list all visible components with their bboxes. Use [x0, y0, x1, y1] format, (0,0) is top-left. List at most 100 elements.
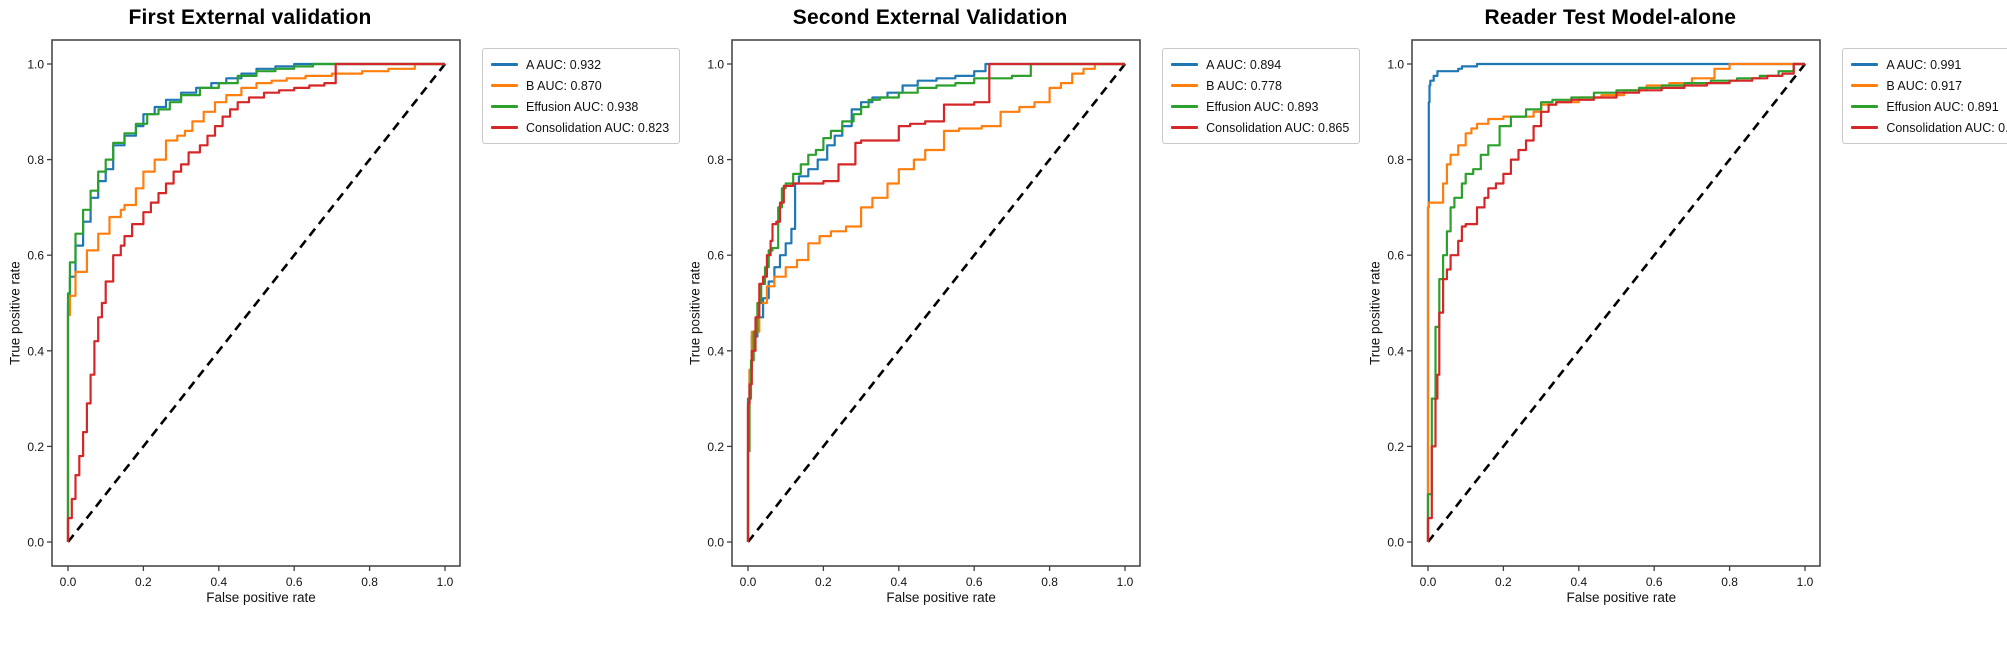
roc-panel-second-external: Second External Validation True positive…: [680, 4, 1361, 605]
legend-item: A AUC: 0.894: [1171, 54, 1349, 75]
x-tick-label: 0.4: [1571, 575, 1588, 589]
legend-line-swatch: [1171, 126, 1199, 129]
x-tick-label: 0.6: [286, 575, 303, 589]
legend-item: A AUC: 0.991: [1851, 54, 2007, 75]
legend-label: Effusion AUC: 0.938: [526, 99, 639, 114]
roc-curve-effusion: [747, 62, 1126, 542]
legend-label: A AUC: 0.932: [526, 57, 602, 72]
x-tick-label: 1.0: [437, 575, 454, 589]
legend-box: A AUC: 0.991 B AUC: 0.917 Effusion AUC: …: [1842, 48, 2007, 144]
chart-title: Second External Validation: [792, 6, 1068, 29]
roc-curve-consolidation: [66, 62, 445, 542]
x-tick-label: 0.2: [135, 575, 152, 589]
legend-label: Effusion AUC: 0.891: [1886, 99, 1999, 114]
legend-line-swatch: [1851, 105, 1879, 108]
legend-line-swatch: [1171, 105, 1199, 108]
y-tick-label: 0.6: [707, 249, 724, 263]
chart-title: Reader Test Model-alone: [1484, 6, 1737, 29]
x-tick-label: 0.4: [210, 575, 227, 589]
plot-row: True positive rate 0.0 0.2 0.4 0.6 0.8 1.0 0.0…: [686, 34, 1154, 592]
roc-curve-a: [1427, 62, 1806, 542]
legend-box: A AUC: 0.894 B AUC: 0.778 Effusion AUC: …: [1162, 48, 1361, 144]
legend-item: Effusion AUC: 0.938: [491, 96, 669, 117]
x-tick-label: 0.6: [1646, 575, 1663, 589]
legend-item: Effusion AUC: 0.891: [1851, 96, 2007, 117]
x-tick-label: 0.0: [1420, 575, 1437, 589]
x-axis-label: False positive rate: [886, 590, 996, 605]
x-tick-label: 0.6: [966, 575, 983, 589]
y-tick-label: 0.8: [707, 153, 724, 167]
axes-frame: [731, 39, 1141, 567]
y-axis-label: True positive rate: [1367, 261, 1383, 365]
legend-box: A AUC: 0.932 B AUC: 0.870 Effusion AUC: …: [482, 48, 681, 144]
legend-item: Consolidation AUC: 0.823: [491, 117, 669, 138]
y-axis-label: True positive rate: [687, 261, 703, 365]
x-tick-label: 0.2: [1495, 575, 1512, 589]
x-tick-label: 0.8: [361, 575, 378, 589]
legend-line-swatch: [1851, 63, 1879, 66]
legend-item: B AUC: 0.870: [491, 75, 669, 96]
chance-diagonal: [747, 63, 1127, 543]
x-tick-label: 1.0: [1117, 575, 1134, 589]
legend-line-swatch: [1851, 126, 1879, 129]
chart-area: Reader Test Model-alone True positive ra…: [1366, 4, 1834, 605]
roc-curve-effusion: [66, 62, 445, 542]
roc-plot: 0.0 0.2 0.4 0.6 0.8 1.0 0.0 0.2 0.4 0.6 0.8 1.0: [1388, 39, 1822, 589]
plot-row: True positive rate 0.0 0.2 0.4 0.6 0.8 1.0 0.0…: [6, 34, 474, 592]
roc-plot: 0.0 0.2 0.4 0.6 0.8 1.0 0.0 0.2 0.4 0.6 0.8 1.0: [27, 39, 461, 589]
x-tick-label: 0.4: [891, 575, 908, 589]
legend-item: B AUC: 0.778: [1171, 75, 1349, 96]
legend-item: A AUC: 0.932: [491, 54, 669, 75]
legend-label: Effusion AUC: 0.893: [1206, 99, 1319, 114]
chart-area: Second External Validation True positive…: [686, 4, 1154, 605]
x-axis-label: False positive rate: [206, 590, 316, 605]
legend-item: Consolidation AUC: 0.865: [1171, 117, 1349, 138]
y-axis-label: True positive rate: [7, 261, 23, 365]
legend-line-swatch: [491, 105, 518, 108]
y-tick-label: 0.0: [1388, 536, 1405, 550]
legend-line-swatch: [1171, 84, 1199, 87]
y-tick-label: 1.0: [1388, 58, 1405, 72]
y-tick-label: 0.2: [27, 440, 44, 454]
chart-title: First External validation: [128, 6, 372, 29]
plot-row: True positive rate 0.0 0.2 0.4 0.6 0.8 1.0 0.0…: [1366, 34, 1834, 592]
y-tick-label: 0.8: [1388, 153, 1405, 167]
roc-curve-consolidation: [747, 62, 1126, 542]
legend-line-swatch: [491, 126, 518, 129]
roc-panel-first-external: First External validation True positive …: [0, 4, 681, 605]
x-tick-label: 0.0: [740, 575, 757, 589]
legend-line-swatch: [491, 63, 518, 66]
roc-curve-consolidation: [1427, 62, 1806, 542]
legend-label: B AUC: 0.870: [526, 78, 602, 93]
y-tick-label: 1.0: [707, 58, 724, 72]
legend-label: B AUC: 0.778: [1206, 78, 1282, 93]
legend-label: A AUC: 0.894: [1206, 57, 1282, 72]
roc-figure: First External validation True positive …: [0, 4, 2007, 605]
legend-line-swatch: [491, 84, 518, 87]
y-tick-label: 0.6: [1388, 249, 1405, 263]
y-tick-label: 0.4: [27, 344, 44, 358]
y-tick-label: 0.6: [27, 249, 44, 263]
roc-curve-b: [66, 62, 445, 542]
x-tick-label: 0.8: [1722, 575, 1739, 589]
y-tick-label: 0.8: [27, 153, 44, 167]
roc-plot: 0.0 0.2 0.4 0.6 0.8 1.0 0.0 0.2 0.4 0.6 0.8 1.0: [707, 39, 1141, 589]
x-tick-label: 1.0: [1797, 575, 1814, 589]
roc-panel-reader-test: Reader Test Model-alone True positive ra…: [1360, 4, 2007, 605]
roc-curve-a: [747, 62, 1126, 542]
y-tick-label: 0.2: [1388, 440, 1405, 454]
y-tick-label: 0.0: [27, 536, 44, 550]
legend-label: Consolidation AUC: 0.871: [1886, 120, 2007, 135]
chart-area: First External validation True positive …: [6, 4, 474, 605]
legend-item: Consolidation AUC: 0.871: [1851, 117, 2007, 138]
x-axis-label: False positive rate: [1566, 590, 1677, 605]
y-tick-label: 1.0: [27, 58, 44, 72]
y-tick-label: 0.2: [707, 440, 724, 454]
legend-label: A AUC: 0.991: [1886, 57, 1962, 72]
y-tick-label: 0.4: [707, 344, 724, 358]
legend-label: Consolidation AUC: 0.865: [1206, 120, 1350, 135]
y-tick-label: 0.4: [1388, 344, 1405, 358]
x-tick-label: 0.2: [815, 575, 832, 589]
legend-label: B AUC: 0.917: [1886, 78, 1963, 93]
y-tick-label: 0.0: [707, 536, 724, 550]
